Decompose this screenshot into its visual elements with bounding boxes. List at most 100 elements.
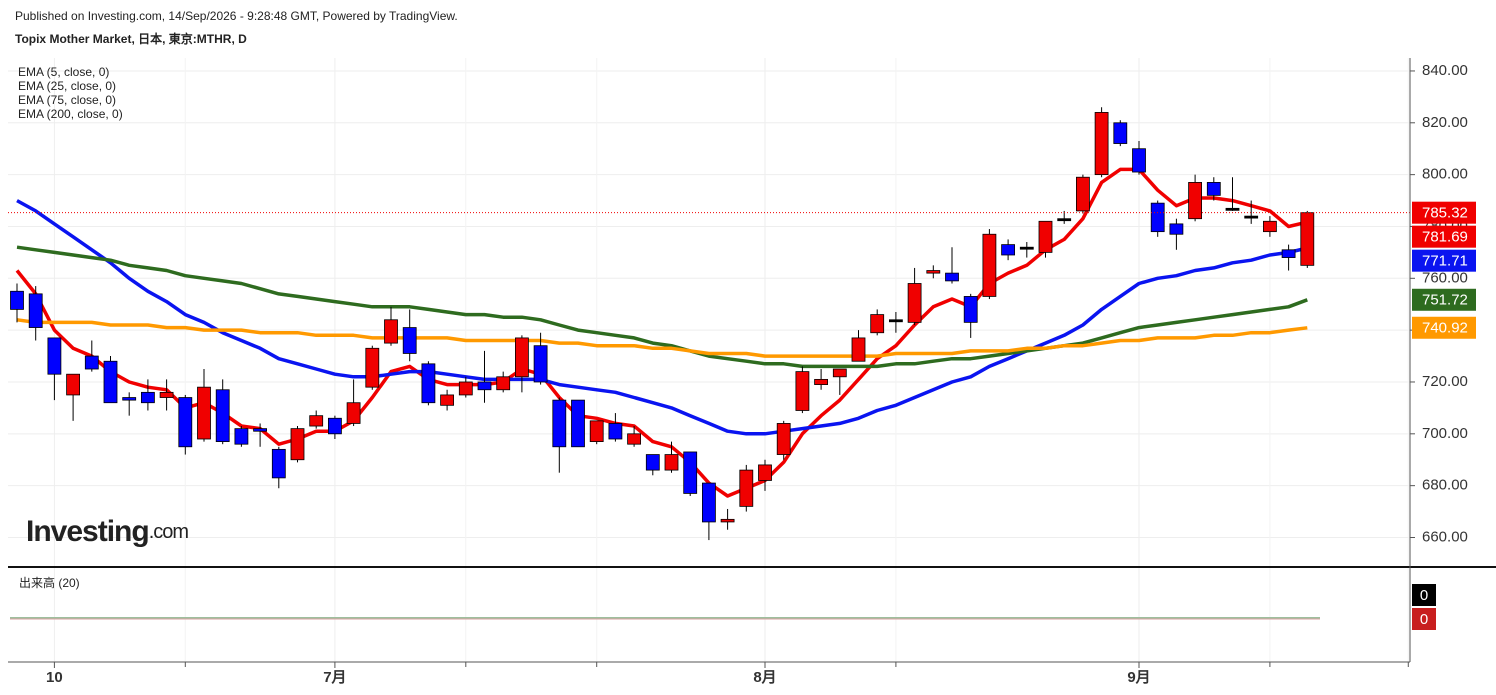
candle-body (1300, 212, 1315, 266)
candle-body (945, 272, 959, 282)
x-tick-label: 8月 (753, 669, 776, 686)
candle-body (963, 296, 978, 323)
candle-body (982, 233, 997, 297)
volume-tag (1412, 584, 1436, 606)
price-tag-label: 785.32 (1422, 205, 1468, 222)
candle-body (664, 454, 679, 471)
candle-body (851, 337, 866, 362)
candle-body (440, 394, 455, 406)
price-tag-label: 740.92 (1422, 320, 1468, 337)
candle-body (1263, 220, 1277, 233)
candle-body (515, 337, 529, 378)
candle-body (458, 381, 473, 396)
candle-body (477, 381, 492, 391)
candle-body (1225, 207, 1240, 211)
y-tick-label: 720.00 (1422, 373, 1468, 390)
candle-body (159, 391, 174, 398)
candle-body (739, 469, 754, 507)
grid (8, 58, 1410, 662)
legend-entry: EMA (75, close, 0) (18, 93, 116, 107)
x-tick-label: 7月 (323, 669, 346, 686)
candle-body (571, 399, 585, 448)
candle-body (1281, 249, 1296, 258)
candle-body (122, 397, 137, 401)
ema-line (15, 167, 1308, 498)
y-tick-label: 800.00 (1422, 166, 1468, 183)
candle-body (870, 314, 885, 334)
candle-body (720, 518, 735, 523)
candle-body (832, 368, 847, 378)
price-tag-label: 751.72 (1422, 292, 1468, 309)
candle-body (1113, 122, 1128, 144)
legend-entry: EMA (5, close, 0) (18, 65, 109, 79)
published-note: Published on Investing.com, 14/Sep/2026 … (15, 9, 458, 23)
price-tag-label: 781.69 (1422, 229, 1468, 246)
x-tick-label: 9月 (1127, 669, 1150, 686)
candle-body (627, 433, 641, 445)
candle-body (683, 451, 698, 494)
plot (8, 107, 1410, 541)
candle-body (1019, 246, 1034, 250)
candle-body (234, 428, 249, 445)
y-tick-label: 680.00 (1422, 477, 1468, 494)
candle-body (608, 423, 623, 440)
candle-body (1001, 244, 1015, 256)
candle-body (140, 391, 155, 404)
y-tick-label: 820.00 (1422, 114, 1468, 131)
y-tick-label: 660.00 (1422, 528, 1468, 545)
candle-body (421, 363, 436, 404)
candle-body (103, 360, 118, 404)
volume-ma-tag (1412, 608, 1436, 630)
candle-body (1150, 202, 1165, 233)
candle-body (889, 319, 903, 323)
candle-body (402, 327, 417, 354)
candle-body (10, 290, 24, 310)
legend-entry: EMA (25, close, 0) (18, 79, 116, 93)
candle-body (384, 319, 398, 344)
candle-body (1206, 182, 1221, 196)
price-tag (1412, 225, 1476, 248)
candle-body (271, 448, 286, 479)
y-tick-label: 760.00 (1422, 269, 1468, 286)
candle-body (1132, 148, 1146, 173)
candle-body (309, 415, 324, 427)
candle-body (178, 397, 193, 448)
candle-body (66, 373, 80, 396)
logo-name: Investing (26, 515, 149, 548)
candle-body (253, 428, 268, 432)
y-tick-label: 840.00 (1422, 62, 1468, 79)
candle-body (327, 417, 342, 435)
candle-body (702, 482, 716, 523)
logo-suffix: .com (149, 521, 189, 543)
candle-body (645, 454, 660, 471)
candle-body (197, 386, 211, 440)
y-tick-label: 700.00 (1422, 425, 1468, 442)
candle-body (47, 337, 62, 375)
price-tag (1412, 201, 1476, 224)
candle-body (84, 355, 99, 370)
candle-body (1244, 215, 1259, 219)
volume-title: 出来高 (20) (19, 575, 80, 590)
candle-body (1094, 112, 1109, 176)
candle-body (926, 270, 941, 274)
price-tag-label: 771.71 (1422, 253, 1468, 270)
candle-body (496, 376, 511, 391)
price-tag (1412, 316, 1476, 339)
candle-body (1038, 220, 1053, 253)
candle-body (290, 428, 305, 461)
chart-title: Topix Mother Market, 日本, 東京:MTHR, D (15, 31, 247, 46)
price-tag (1412, 249, 1476, 272)
candle-body (365, 347, 380, 388)
ema-line (16, 318, 1308, 358)
candle-body (776, 423, 791, 455)
candle-body (28, 293, 43, 328)
candle-body (533, 345, 548, 383)
candle-body (1169, 223, 1184, 235)
candle-body (589, 420, 604, 442)
legend-entry: EMA (200, close, 0) (18, 107, 123, 121)
candle-body (1076, 176, 1090, 212)
candle-body (1057, 218, 1072, 222)
candle-body (1188, 182, 1202, 220)
volume-tag-label: 0 (1420, 587, 1428, 604)
